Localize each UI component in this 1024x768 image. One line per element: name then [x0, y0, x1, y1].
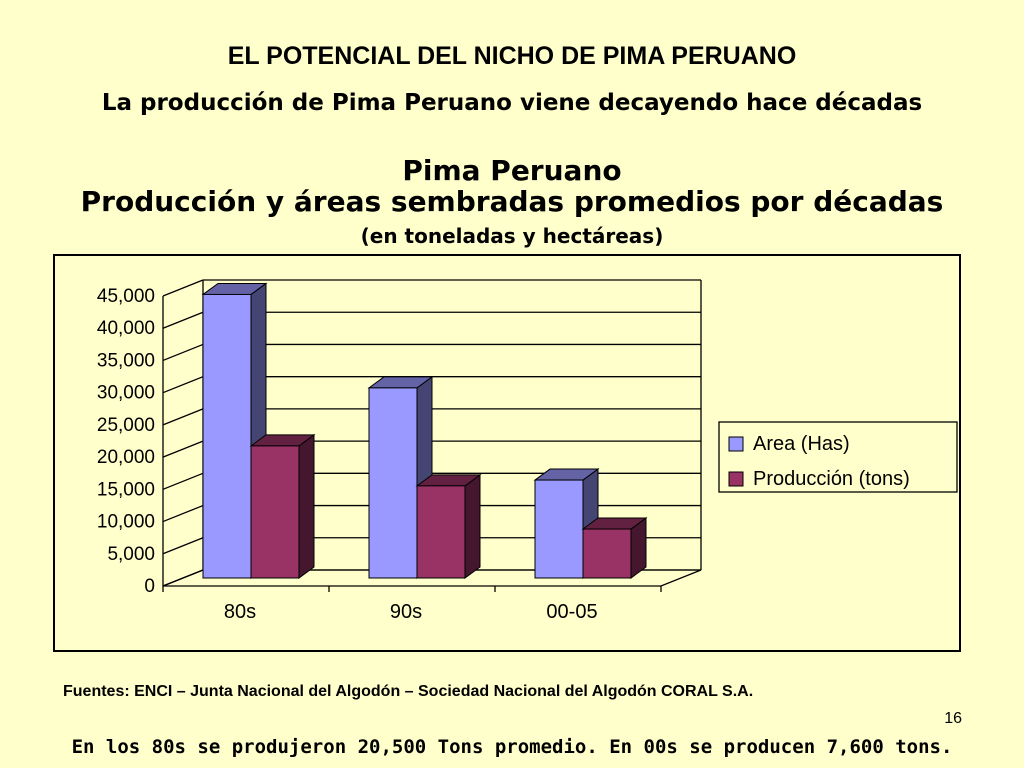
- x-tick-label: 90s: [390, 601, 422, 623]
- bar-producci-n-tons--00-05: [582, 528, 632, 579]
- bar-producci-n-tons--90s: [416, 485, 466, 579]
- y-tick-label: 15,000: [97, 479, 155, 500]
- gridline-side: [162, 504, 204, 523]
- legend-swatch: [728, 436, 744, 452]
- x-tick-label: 80s: [224, 601, 256, 623]
- y-tick-label: 30,000: [97, 383, 155, 404]
- y-tick-label: 25,000: [97, 415, 155, 436]
- gridline-side: [162, 311, 204, 329]
- footer-note: En los 80s se produjeron 20,500 Tons pro…: [71, 736, 953, 758]
- bar-chart: 0 5,000 10,000 15,000 20,000 25,000 30,000 35,0…: [97, 279, 958, 623]
- y-tick-label: 10,000: [97, 512, 155, 533]
- y-tick-label: 5,000: [107, 544, 155, 565]
- y-tick-label: 20,000: [97, 447, 155, 468]
- page-number: 16: [944, 710, 962, 727]
- legend-label: Producción (tons): [753, 468, 910, 490]
- gridline-side: [162, 440, 204, 458]
- bar-area-has--90s: [368, 387, 418, 579]
- slide-subtitle: La producción de Pima Peruano viene deca…: [101, 90, 923, 116]
- chart-title-line1: Pima Peruano: [402, 154, 622, 187]
- y-tick-label: 40,000: [97, 318, 155, 339]
- gridline-side: [162, 408, 204, 426]
- bar-area-has--80s: [202, 293, 252, 579]
- gridline-side: [162, 343, 204, 362]
- gridline-side: [162, 472, 204, 490]
- gridline-side: [162, 279, 204, 297]
- y-tick-label: 35,000: [97, 350, 155, 371]
- bar-side: [464, 473, 481, 579]
- chart-title: Pima Peruano Producción y áreas sembrada…: [0, 155, 1024, 217]
- gridline-side: [162, 376, 204, 394]
- y-tick-label: 0: [144, 576, 155, 597]
- chart-title-line2: Producción y áreas sembradas promedios p…: [80, 185, 944, 218]
- slide-title: EL POTENCIAL DEL NICHO DE PIMA PERUANO: [227, 42, 797, 70]
- x-tick-label: 00-05: [546, 601, 597, 623]
- chart-subtitle: (en toneladas y hectáreas): [360, 224, 664, 248]
- legend-label: Area (Has): [753, 433, 850, 455]
- gridline-side: [162, 537, 204, 555]
- bar-producci-n-tons--80s: [250, 445, 300, 579]
- legend-swatch: [728, 471, 744, 487]
- sources-note: Fuentes: ENCI – Junta Nacional del Algod…: [63, 683, 754, 700]
- y-tick-label: 45,000: [97, 286, 155, 307]
- bar-side: [298, 433, 315, 579]
- legend-box: [718, 421, 958, 493]
- chart-frame: 0 5,000 10,000 15,000 20,000 25,000 30,000 35,0…: [53, 254, 961, 652]
- bar-area-has--00-05: [534, 479, 584, 579]
